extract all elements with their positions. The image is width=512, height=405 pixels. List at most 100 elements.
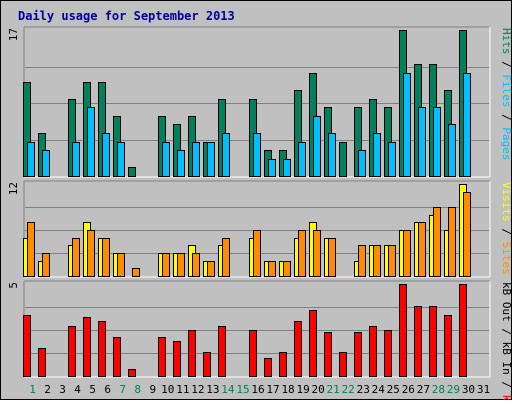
bar-hits-day-8	[128, 167, 136, 177]
x-tick-label-18: 18	[281, 383, 294, 396]
bar-kb-f-day-21	[324, 332, 332, 377]
bar-files-day-23	[358, 150, 366, 177]
bar-files-day-29	[448, 124, 456, 177]
axis-title-part: kB Out	[500, 282, 512, 322]
bar-sites-day-2	[42, 253, 50, 277]
bar-sites-day-28	[433, 207, 441, 277]
bar-sites-day-10	[162, 253, 170, 277]
x-tick-label-21: 21	[327, 383, 340, 396]
bar-kb-f-day-20	[309, 310, 317, 377]
bar-files-day-27	[418, 107, 426, 177]
bar-files-day-17	[268, 159, 276, 177]
x-tick-label-22: 22	[342, 383, 355, 396]
bar-kb-f-day-30	[459, 284, 467, 377]
x-tick-label-15: 15	[236, 383, 249, 396]
axis-title-part: kB In	[500, 342, 512, 375]
x-tick-label-20: 20	[312, 383, 325, 396]
bar-files-day-21	[328, 133, 336, 177]
axis-title-hits: Hits / Files / Pages	[500, 28, 512, 161]
bar-kb-f-day-13	[203, 352, 211, 377]
bar-kb-f-day-29	[444, 315, 452, 377]
x-tick-label-11: 11	[176, 383, 189, 396]
x-tick-label-16: 16	[251, 383, 264, 396]
panel-hits: 17 Hits / Files / Pages	[7, 26, 512, 178]
bar-sites-day-13	[207, 261, 215, 277]
bar-kb-f-day-10	[158, 337, 166, 377]
x-tick-label-13: 13	[206, 383, 219, 396]
bar-files-day-4	[72, 142, 80, 177]
bar-kb-f-day-24	[369, 326, 377, 377]
x-tick-label-8: 8	[134, 383, 141, 396]
x-tick-label-10: 10	[161, 383, 174, 396]
x-tick-label-12: 12	[191, 383, 204, 396]
x-tick-label-3: 3	[59, 383, 66, 396]
x-tick-label-7: 7	[119, 383, 126, 396]
bar-files-day-2	[42, 150, 50, 177]
x-tick-label-9: 9	[149, 383, 156, 396]
x-tick-label-26: 26	[402, 383, 415, 396]
axis-title-part: Pages	[500, 127, 512, 160]
bar-kb-f-day-25	[384, 330, 392, 377]
axis-title-kbytes: kB Out / kB In / kB F	[500, 282, 512, 400]
x-tick-label-6: 6	[104, 383, 111, 396]
chart-title: Daily usage for September 2013	[18, 9, 235, 23]
bar-sites-day-25	[388, 245, 396, 277]
bar-sites-day-21	[328, 238, 336, 277]
x-tick-label-24: 24	[372, 383, 386, 396]
bar-sites-day-24	[373, 245, 381, 277]
bar-kb-f-day-6	[98, 321, 106, 377]
y-max-label: 5	[7, 282, 20, 289]
bar-files-day-20	[313, 116, 321, 177]
axis-title-part: Hits	[500, 28, 512, 55]
bar-kb-f-day-27	[414, 306, 422, 377]
bar-kb-f-day-12	[188, 330, 196, 377]
bar-files-day-7	[117, 142, 125, 177]
x-tick-label-29: 29	[447, 383, 460, 396]
bar-files-day-13	[207, 142, 215, 177]
axis-title-part: Sites	[500, 242, 512, 275]
bar-sites-day-1	[27, 222, 35, 277]
bar-sites-day-12	[192, 253, 200, 277]
bar-sites-day-29	[448, 207, 456, 277]
x-tick-label-30: 30	[462, 383, 475, 396]
bar-kb-f-day-18	[279, 352, 287, 377]
x-tick-label-31: 31	[477, 383, 490, 396]
bar-sites-day-14	[222, 238, 230, 277]
panel-visits: 12 Visits / Sites	[7, 180, 512, 278]
axis-title-part: Files	[500, 74, 512, 107]
bar-kb-f-day-4	[68, 326, 76, 377]
x-tick-label-14: 14	[221, 383, 235, 396]
bar-kb-f-day-5	[83, 317, 91, 377]
axis-title-part: Visits	[500, 182, 512, 222]
bar-sites-day-18	[283, 261, 291, 277]
bar-hits-day-22	[339, 142, 347, 177]
axis-title-part: /	[500, 222, 512, 242]
x-tick-label-28: 28	[432, 383, 445, 396]
x-tick-label-25: 25	[387, 383, 400, 396]
bar-kb-f-day-1	[23, 315, 31, 377]
bar-kb-f-day-11	[173, 341, 181, 377]
x-tick-label-5: 5	[89, 383, 96, 396]
bar-files-day-14	[222, 133, 230, 177]
bar-files-day-28	[433, 107, 441, 177]
bar-kb-f-day-8	[128, 369, 136, 377]
x-tick-label-27: 27	[417, 383, 430, 396]
bar-kb-f-day-17	[264, 358, 272, 377]
bar-sites-day-16	[253, 230, 261, 277]
bar-kb-f-day-26	[399, 284, 407, 377]
x-tick-label-2: 2	[44, 383, 51, 396]
x-tick-label-17: 17	[266, 383, 279, 396]
bar-sites-day-19	[298, 230, 306, 277]
axis-title-part: /	[500, 55, 512, 75]
bar-sites-day-8	[132, 268, 140, 277]
bar-sites-day-4	[72, 238, 80, 277]
bar-sites-day-23	[358, 245, 366, 277]
bar-kb-f-day-16	[249, 330, 257, 377]
bar-files-day-5	[87, 107, 95, 177]
axis-title-part: /	[500, 108, 512, 128]
x-tick-label-23: 23	[357, 383, 370, 396]
bar-sites-day-20	[313, 230, 321, 277]
bar-sites-day-5	[87, 230, 95, 277]
